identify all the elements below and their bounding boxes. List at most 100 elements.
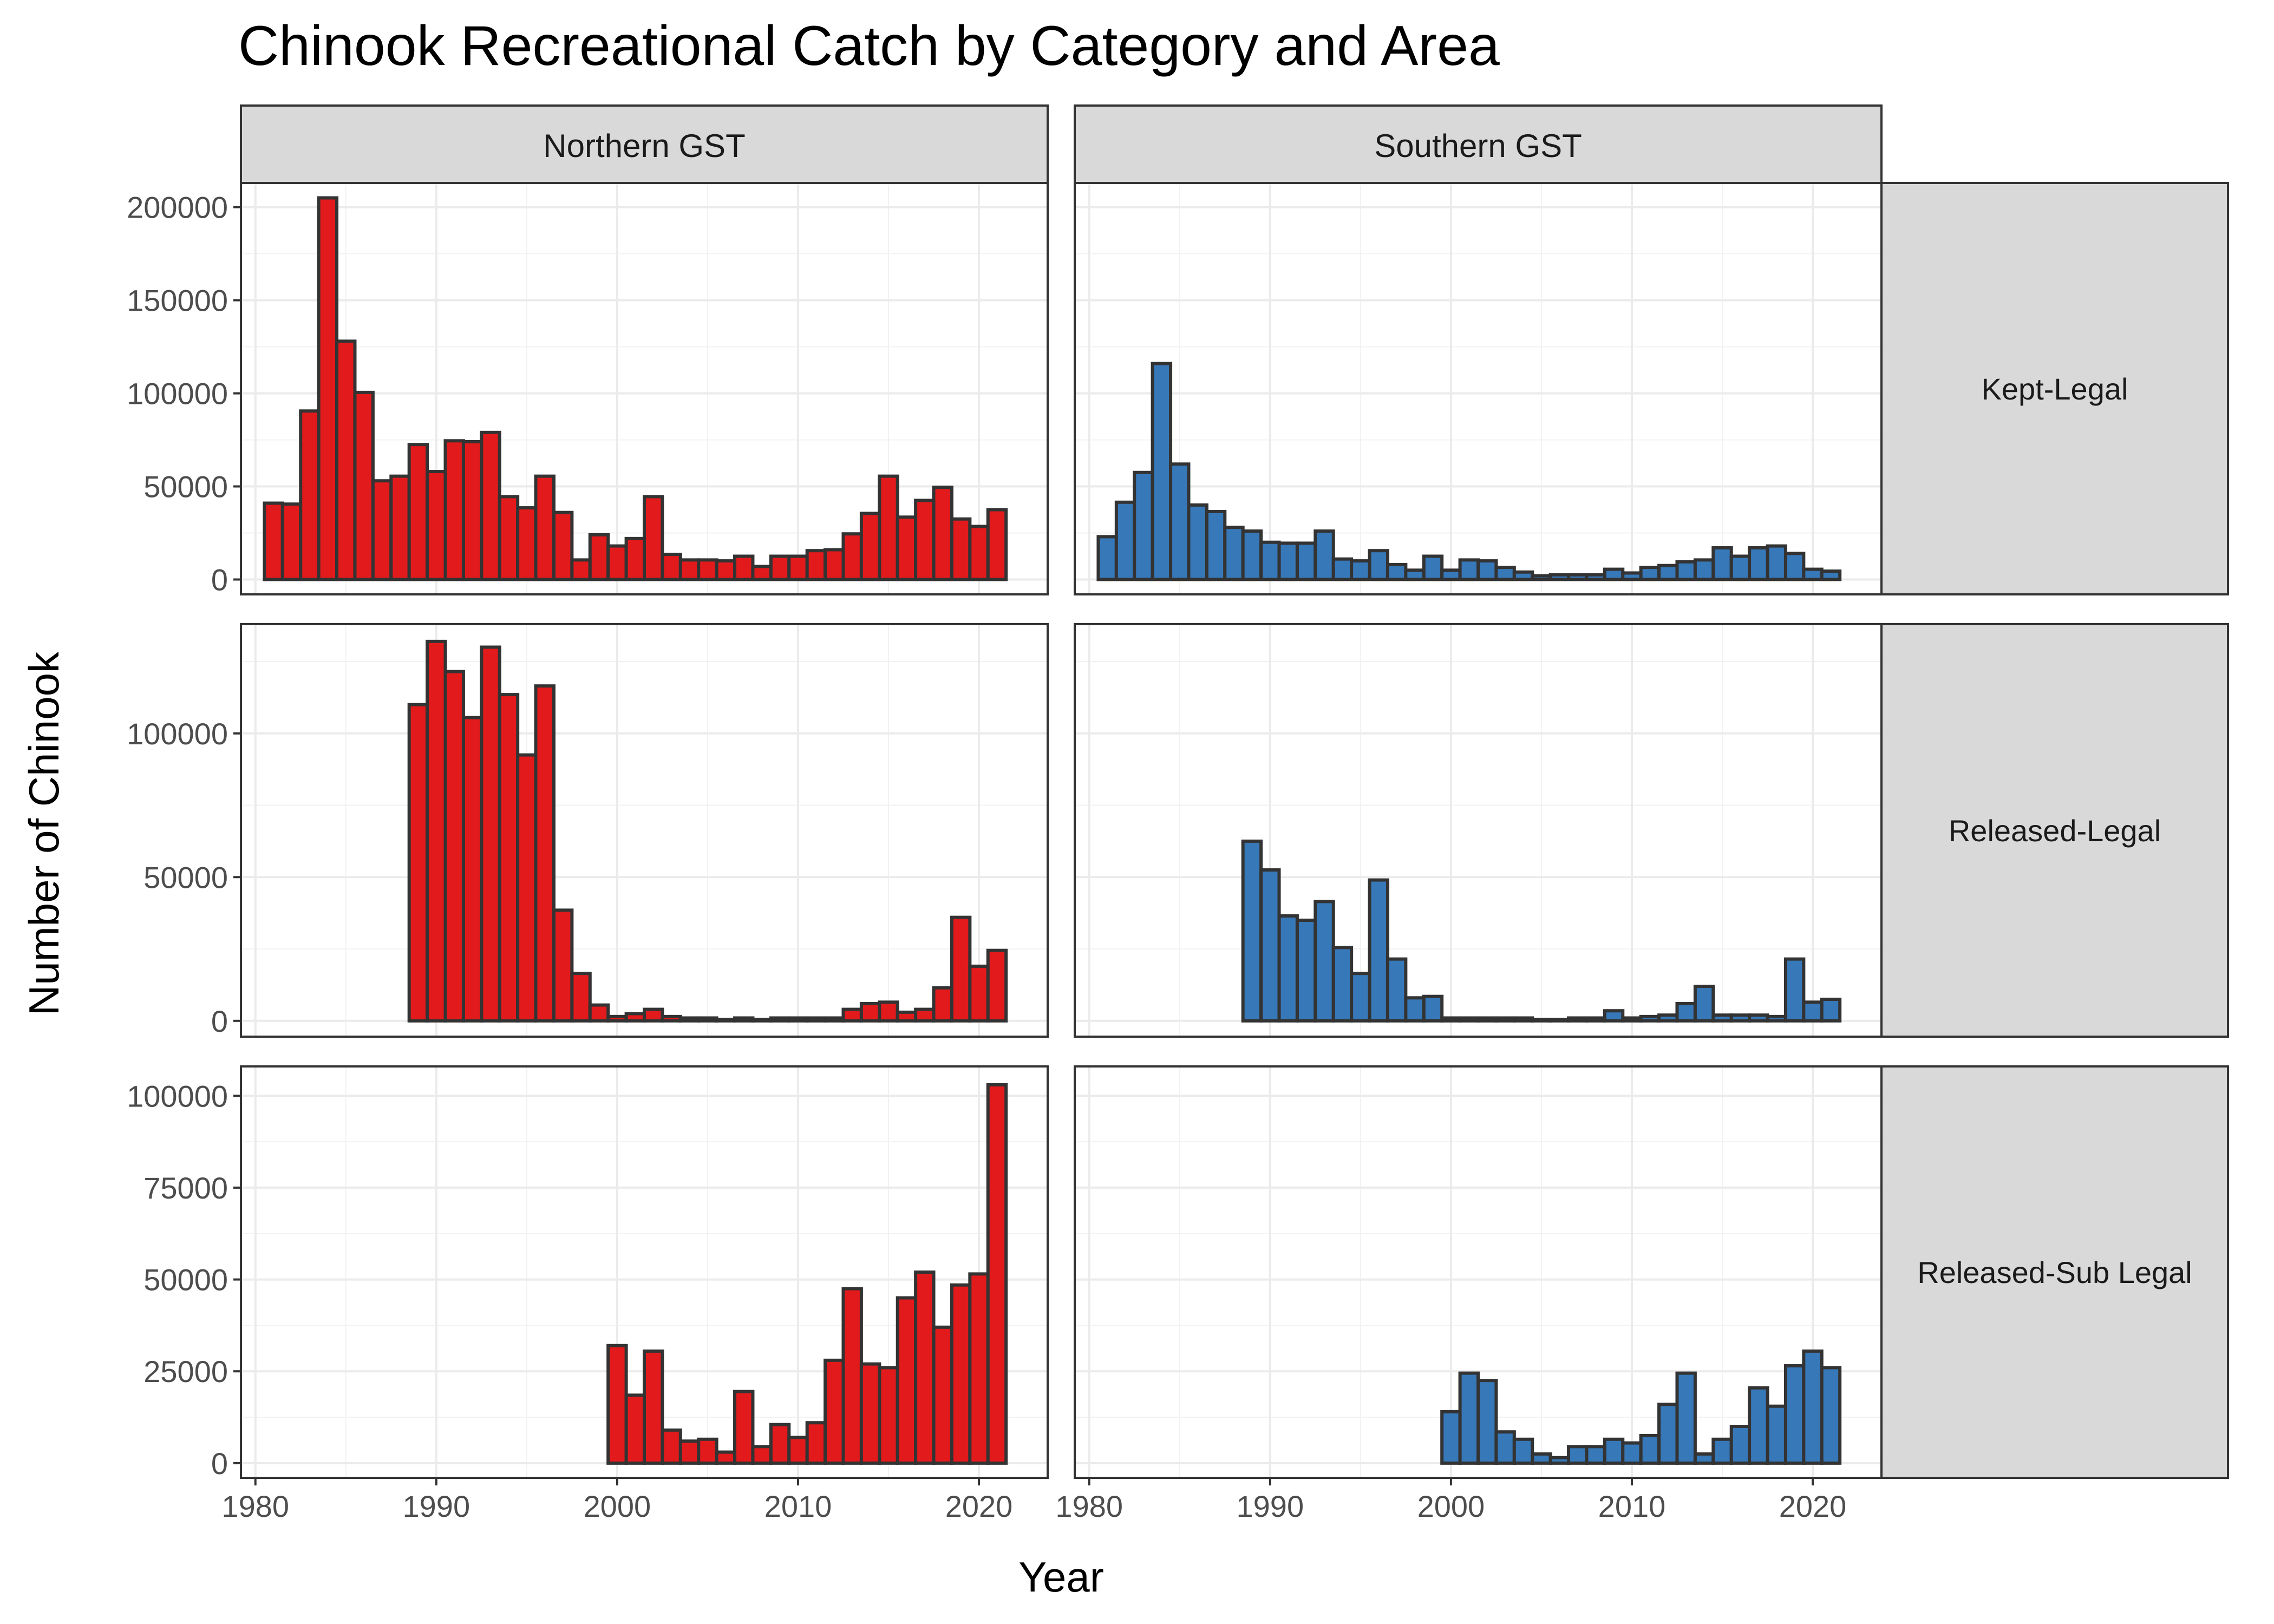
bar-southern-kept-legal-2011: [1639, 566, 1661, 581]
bar-northern-kept-legal-2019: [950, 517, 972, 581]
bar-northern-released-legal-1989: [407, 703, 429, 1023]
bar-northern-released-legal-1992: [461, 716, 483, 1023]
bar-southern-released-legal-1998: [1404, 996, 1426, 1023]
facet-strip-label-released-sub-legal: Released-Sub Legal: [1917, 1255, 2192, 1289]
bar-northern-released-legal-2019: [950, 915, 972, 1023]
bar-northern-kept-legal-1990: [426, 470, 447, 581]
bar-northern-kept-legal-2002: [643, 495, 664, 581]
y-tick-label: 0: [211, 1446, 228, 1481]
bar-southern-released-legal-2000: [1440, 1016, 1462, 1023]
bar-northern-kept-legal-2011: [805, 549, 827, 581]
y-axis-title: Number of Chinook: [20, 651, 68, 1016]
bar-northern-released-sub-legal-2014: [859, 1362, 881, 1465]
bar-southern-released-sub-legal-2002: [1476, 1379, 1498, 1465]
bar-northern-released-sub-legal-2017: [914, 1271, 936, 1465]
bar-southern-released-legal-2019: [1783, 957, 1806, 1023]
bar-northern-released-legal-1998: [570, 972, 592, 1023]
x-tick-label: 2000: [1417, 1489, 1485, 1523]
bar-southern-kept-legal-1988: [1223, 526, 1245, 581]
bar-northern-kept-legal-2018: [932, 486, 953, 581]
bar-northern-released-legal-1999: [588, 1003, 610, 1023]
bar-northern-released-sub-legal-2009: [769, 1423, 791, 1465]
bar-southern-released-legal-2005: [1531, 1018, 1552, 1023]
bar-northern-kept-legal-1993: [480, 430, 501, 581]
bar-southern-released-sub-legal-2000: [1440, 1410, 1462, 1465]
bar-northern-released-legal-1996: [534, 684, 556, 1023]
bar-northern-released-legal-2002: [643, 1007, 664, 1023]
bar-northern-released-legal-2007: [733, 1016, 755, 1023]
bar-northern-kept-legal-1984: [317, 196, 339, 581]
bar-southern-released-legal-1992: [1295, 918, 1317, 1023]
y-tick-label: 100000: [127, 1079, 228, 1113]
bar-southern-released-legal-1996: [1368, 878, 1389, 1023]
bar-northern-released-legal-2011: [805, 1016, 827, 1023]
bar-southern-released-legal-2007: [1567, 1016, 1589, 1023]
facet-strip-released-sub-legal: [1880, 1065, 2229, 1479]
bar-northern-kept-legal-1985: [335, 339, 357, 581]
bar-southern-released-sub-legal-2014: [1693, 1452, 1715, 1465]
bar-northern-released-legal-2003: [661, 1014, 682, 1023]
bar-northern-released-legal-2004: [678, 1016, 701, 1023]
bar-southern-released-sub-legal-2004: [1512, 1437, 1534, 1465]
bar-northern-kept-legal-1981: [263, 501, 284, 581]
bar-southern-released-sub-legal-2010: [1621, 1441, 1643, 1465]
x-tick-label: 2020: [1779, 1489, 1847, 1523]
bar-northern-released-sub-legal-2007: [733, 1390, 755, 1465]
bar-northern-released-legal-2018: [932, 986, 953, 1023]
bar-southern-kept-legal-2007: [1567, 573, 1589, 581]
bar-southern-released-legal-1993: [1314, 900, 1335, 1023]
bar-southern-released-legal-2004: [1512, 1016, 1534, 1023]
bar-southern-kept-legal-2014: [1693, 558, 1715, 581]
bar-southern-kept-legal-2012: [1657, 564, 1679, 581]
x-axis-title: Year: [1018, 1553, 1104, 1601]
bar-southern-kept-legal-1994: [1331, 557, 1354, 581]
bar-northern-kept-legal-2001: [624, 536, 646, 581]
bar-northern-released-legal-2001: [624, 1012, 646, 1023]
panel-border: [1074, 182, 1883, 595]
bar-northern-released-legal-2016: [896, 1010, 918, 1023]
bar-southern-kept-legal-2006: [1548, 573, 1571, 581]
bar-northern-kept-legal-1992: [461, 440, 483, 581]
bar-southern-released-legal-2010: [1621, 1016, 1643, 1023]
bar-southern-released-legal-2015: [1711, 1013, 1733, 1023]
bar-northern-released-legal-2000: [606, 1014, 628, 1023]
bar-southern-released-legal-2018: [1766, 1014, 1787, 1023]
x-tick-label: 1990: [403, 1489, 471, 1523]
bar-northern-kept-legal-2017: [914, 499, 936, 581]
bar-northern-kept-legal-1986: [353, 390, 375, 581]
bar-southern-released-legal-1991: [1277, 914, 1299, 1023]
x-tick-label: 1980: [1055, 1489, 1123, 1523]
bar-northern-kept-legal-2006: [715, 559, 737, 581]
bar-southern-released-legal-2008: [1585, 1016, 1606, 1023]
bar-southern-released-legal-2012: [1657, 1013, 1679, 1023]
bar-northern-released-legal-2017: [914, 1007, 936, 1023]
bar-southern-kept-legal-1983: [1133, 470, 1154, 581]
bar-northern-released-sub-legal-2012: [824, 1358, 845, 1465]
y-tick-label: 25000: [143, 1354, 228, 1389]
bar-southern-kept-legal-2009: [1603, 567, 1625, 581]
x-tick-label: 1980: [221, 1489, 289, 1523]
facet-strip-southern: [1074, 104, 1883, 184]
y-tick-label: 0: [211, 1004, 228, 1038]
bar-northern-kept-legal-1988: [389, 474, 411, 581]
bar-southern-released-sub-legal-2019: [1783, 1364, 1806, 1465]
bar-northern-kept-legal-2021: [986, 508, 1008, 581]
bar-northern-released-legal-2020: [968, 964, 990, 1023]
bar-northern-kept-legal-2014: [859, 512, 881, 581]
bar-southern-kept-legal-1995: [1350, 559, 1371, 581]
bar-southern-released-legal-1995: [1350, 972, 1371, 1023]
bar-southern-kept-legal-2004: [1512, 570, 1534, 581]
bar-northern-released-legal-1995: [516, 753, 538, 1023]
bar-northern-kept-legal-2005: [697, 558, 718, 581]
bar-northern-released-legal-2008: [751, 1018, 773, 1023]
bar-southern-released-legal-1989: [1241, 839, 1263, 1023]
facet-strip-label-released-legal: Released-Legal: [1949, 814, 2161, 848]
bar-northern-released-sub-legal-2011: [805, 1421, 827, 1465]
bar-northern-released-sub-legal-2013: [841, 1287, 863, 1465]
bar-northern-kept-legal-1987: [371, 479, 393, 581]
bar-northern-released-sub-legal-2005: [697, 1437, 718, 1465]
bar-northern-released-legal-2010: [787, 1016, 809, 1023]
bar-southern-kept-legal-2021: [1820, 569, 1842, 581]
bar-southern-released-legal-2009: [1603, 1009, 1625, 1023]
